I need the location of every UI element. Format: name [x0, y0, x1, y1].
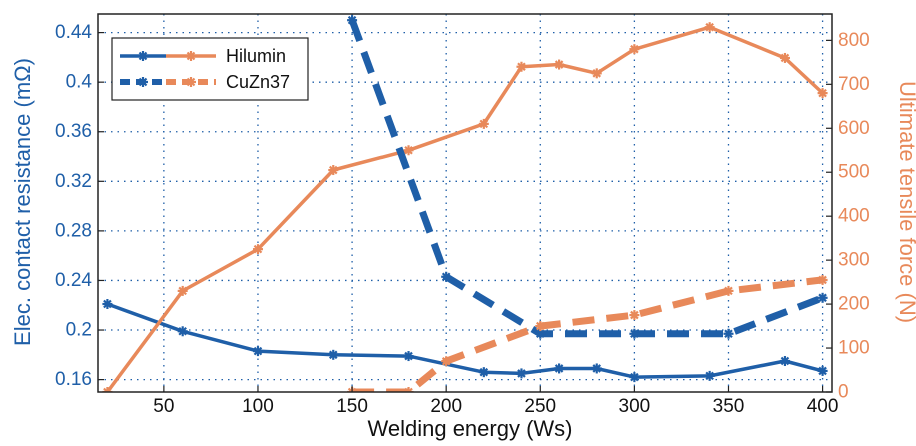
data-point-resistance — [724, 329, 733, 339]
legend-label-cuzn37: CuZn37 — [226, 72, 290, 92]
data-point-force — [592, 69, 602, 78]
axis-ticks: 50 100 150 200 250 300 350 400 0.16 0.2 0.24 0.28 0.… — [55, 22, 870, 417]
data-point-force — [347, 387, 354, 392]
data-point-resistance — [328, 350, 338, 360]
data-point-resistance — [517, 369, 526, 378]
plot-frame — [97, 13, 833, 393]
data-point-resistance — [818, 293, 827, 303]
y-left-tick-label: 0.44 — [55, 22, 92, 43]
legend-marker-resistance — [138, 77, 148, 87]
data-point-force — [178, 286, 187, 296]
legend-marker-force — [186, 51, 196, 61]
data-point-resistance — [592, 364, 602, 373]
data-point-resistance — [178, 326, 187, 336]
data-point-resistance — [479, 367, 489, 377]
legend-label-hilumin: Hilumin — [226, 46, 286, 66]
y-left-tick-label: 0.16 — [55, 369, 92, 390]
series-line-hilumin-resistance — [106, 302, 824, 379]
y-left-tick-label: 0.4 — [66, 72, 93, 93]
data-point-resistance — [536, 329, 545, 339]
x-tick-label: 50 — [153, 396, 174, 417]
legend-box — [111, 37, 309, 101]
y-axis-right-label: Ultimate tensile force (N) — [895, 81, 916, 323]
legend-marker-force — [186, 77, 196, 87]
series-line-cuzn37-resistance — [348, 18, 824, 338]
data-point-resistance — [103, 299, 112, 309]
y-left-tick-label: 0.24 — [55, 270, 92, 291]
data-point-resistance — [705, 371, 714, 381]
series-cuzn37-resistance — [347, 15, 828, 339]
legend: Hilumin CuZn37 — [111, 37, 309, 101]
data-point-force — [780, 53, 790, 63]
y-right-tick-label: 200 — [838, 294, 870, 315]
x-tick-label: 400 — [807, 396, 839, 417]
data-point-resistance — [441, 272, 451, 282]
data-point-force — [724, 286, 733, 296]
data-point-force — [630, 44, 639, 54]
x-tick-label: 100 — [242, 396, 274, 417]
data-point-resistance — [554, 364, 564, 373]
data-point-force — [350, 387, 357, 392]
series-lines — [102, 15, 828, 392]
data-point-force — [404, 387, 411, 392]
data-point-force — [536, 321, 545, 331]
data-point-resistance — [630, 372, 639, 382]
data-point-force — [818, 88, 827, 98]
series-hilumin-resistance — [102, 299, 828, 383]
data-point-force — [105, 387, 112, 392]
data-point-resistance — [630, 329, 639, 339]
legend-lines — [120, 51, 216, 87]
x-tick-label: 150 — [336, 396, 368, 417]
y-right-tick-label: 0 — [838, 382, 849, 403]
data-point-force — [441, 356, 451, 366]
data-point-force — [404, 145, 413, 155]
data-point-force — [328, 165, 338, 175]
data-point-resistance — [818, 366, 827, 376]
y-right-tick-label: 600 — [838, 118, 870, 139]
data-point-resistance — [780, 356, 790, 366]
y-axis-left-label: Elec. contact resistance (mΩ) — [10, 58, 35, 346]
data-point-force — [630, 310, 639, 320]
data-point-force — [479, 119, 489, 129]
x-tick-label: 350 — [713, 396, 745, 417]
data-point-resistance — [347, 15, 357, 25]
data-point-force — [705, 22, 714, 32]
data-point-force — [818, 275, 827, 285]
x-tick-label: 250 — [524, 396, 556, 417]
grid-lines — [98, 14, 832, 392]
y-left-tick-label: 0.2 — [66, 320, 92, 341]
x-axis-label: Welding energy (Ws) — [368, 416, 573, 441]
series-line-cuzn37-force — [352, 276, 824, 392]
data-point-resistance — [253, 346, 263, 356]
y-right-tick-label: 100 — [838, 338, 870, 359]
series-cuzn37-force — [347, 274, 828, 392]
y-right-tick-label: 500 — [838, 162, 870, 183]
data-point-force — [406, 387, 413, 392]
data-point-force — [253, 244, 263, 254]
x-tick-label: 200 — [430, 396, 462, 417]
y-right-tick-label: 800 — [838, 30, 870, 51]
y-right-tick-label: 400 — [838, 206, 870, 227]
data-point-force — [554, 60, 564, 69]
data-point-force — [103, 387, 109, 392]
data-point-force — [517, 62, 526, 72]
y-left-tick-label: 0.36 — [55, 121, 92, 142]
y-right-tick-label: 700 — [838, 74, 870, 95]
y-right-tick-label: 300 — [838, 250, 870, 271]
series-hilumin-force — [102, 22, 828, 392]
data-point-resistance — [404, 351, 413, 361]
y-left-tick-label: 0.32 — [55, 171, 92, 192]
legend-marker-resistance — [138, 51, 148, 61]
x-tick-label: 300 — [619, 396, 651, 417]
y-left-tick-label: 0.28 — [55, 220, 92, 241]
